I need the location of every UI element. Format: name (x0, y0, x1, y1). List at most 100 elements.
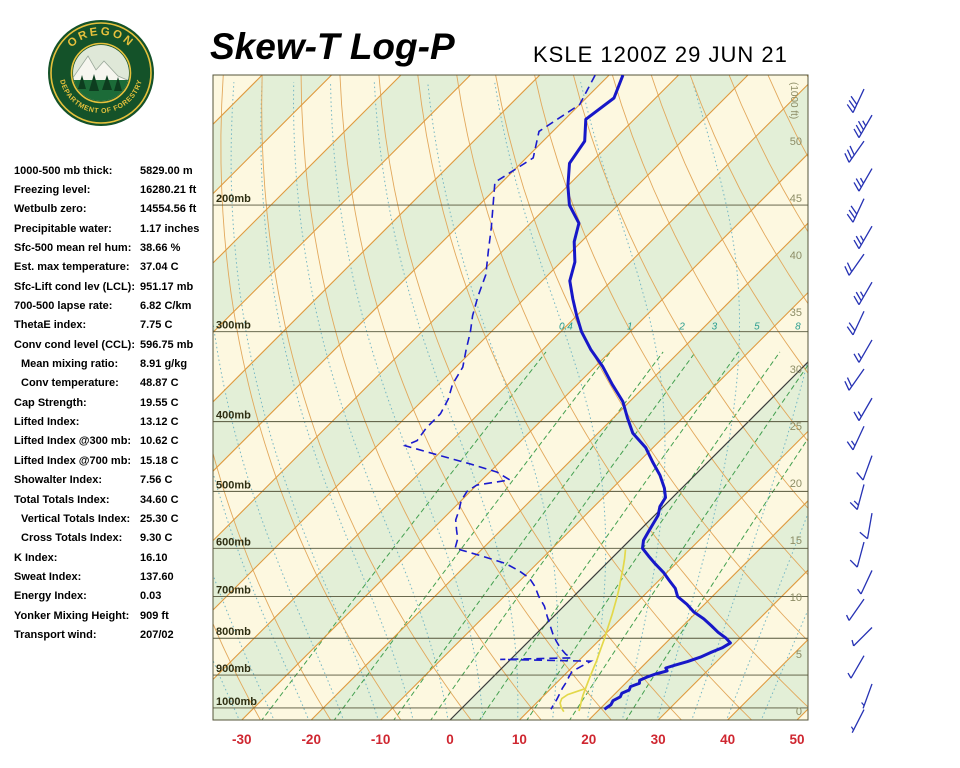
svg-text:800mb: 800mb (216, 626, 251, 638)
svg-text:25: 25 (790, 421, 802, 433)
index-value: 9.30 C (140, 532, 173, 545)
svg-text:5: 5 (754, 321, 760, 332)
index-row: Cross Totals Index: 9.30 C (14, 529, 214, 548)
index-value: 1.17 inches (140, 222, 200, 235)
index-row: Cap Strength: 19.55 C (14, 393, 214, 412)
index-label: Transport wind: (14, 628, 97, 641)
index-value: 5829.00 m (140, 164, 193, 177)
index-label: Lifted Index: (14, 416, 80, 429)
logo-mountain-scene (73, 45, 129, 101)
svg-text:30: 30 (790, 364, 802, 376)
svg-text:0: 0 (446, 732, 454, 747)
index-value: 14554.56 ft (140, 203, 197, 216)
index-label: Freezing level: (14, 184, 91, 197)
indices-panel: 1000-500 mb thick: 5829.00 m Freezing leve… (14, 161, 214, 645)
index-label: Est. max temperature: (14, 261, 130, 274)
station-datetime: KSLE 1200Z 29 JUN 21 (533, 42, 788, 67)
index-row: 1000-500 mb thick: 5829.00 m (14, 161, 214, 180)
sounding-curves (402, 75, 732, 713)
svg-text:0: 0 (796, 706, 802, 718)
index-label: Energy Index: (14, 590, 87, 603)
index-row: Mean mixing ratio: 8.91 g/kg (14, 354, 214, 373)
svg-text:600mb: 600mb (216, 536, 251, 548)
index-value: 25.30 C (140, 512, 179, 525)
svg-text:35: 35 (790, 307, 802, 319)
svg-text:500mb: 500mb (216, 479, 251, 491)
temperature-curve (566, 75, 732, 711)
index-label: Sfc-500 mean rel hum: (14, 242, 132, 255)
index-value: 10.62 C (140, 435, 179, 448)
svg-text:30: 30 (651, 732, 666, 747)
index-row: Lifted Index @700 mb: 15.18 C (14, 451, 214, 470)
svg-text:50: 50 (790, 136, 802, 148)
index-row: Conv cond level (CCL): 596.75 mb (14, 335, 214, 354)
index-row: Sfc-500 mean rel hum: 38.66 % (14, 238, 214, 257)
index-label: Sfc-Lift cond lev (LCL): (14, 280, 135, 293)
index-row: 700-500 lapse rate: 6.82 C/km (14, 296, 214, 315)
index-value: 7.75 C (140, 319, 173, 332)
index-label: Cap Strength: (14, 396, 87, 409)
index-value: 909 ft (140, 609, 169, 622)
index-value: 15.18 C (140, 454, 179, 467)
index-row: Conv temperature: 48.87 C (14, 374, 214, 393)
index-row: Freezing level: 16280.21 ft (14, 180, 214, 199)
svg-text:-20: -20 (301, 732, 321, 747)
index-value: 16.10 (140, 551, 168, 564)
index-value: 951.17 mb (140, 280, 194, 293)
parcel-curve (578, 549, 627, 712)
index-value: 16280.21 ft (140, 184, 197, 197)
pressure-axis-labels: 200mb 300mb 400mb 500mb 600mb 700mb 800mb 900mb… (216, 193, 257, 708)
index-label: Cross Totals Index: (21, 532, 123, 545)
svg-text:40: 40 (720, 732, 735, 747)
svg-text:-30: -30 (232, 732, 252, 747)
svg-text:3: 3 (712, 321, 718, 332)
dewpoint-curve (402, 75, 596, 710)
pressure-lines (213, 204, 808, 709)
wind-barb-column (844, 88, 873, 733)
index-row: Lifted Index: 13.12 C (14, 412, 214, 431)
svg-text:20: 20 (790, 478, 802, 490)
index-value: 48.87 C (140, 377, 179, 390)
svg-text:200mb: 200mb (216, 193, 251, 205)
index-value: 0.03 (140, 590, 162, 603)
index-label: Showalter Index: (14, 474, 103, 487)
index-value: 19.55 C (140, 396, 179, 409)
temp-axis-labels: -30 -20 -10 0 10 20 30 40 50 (232, 732, 804, 747)
index-row: Sweat Index: 137.60 (14, 567, 214, 586)
index-value: 38.66 % (140, 242, 181, 255)
index-label: K Index: (14, 551, 58, 564)
index-label: Lifted Index @300 mb: (14, 435, 132, 448)
svg-text:8: 8 (795, 321, 801, 332)
svg-text:40: 40 (790, 250, 802, 262)
index-label: Mean mixing ratio: (21, 358, 119, 371)
index-label: Precipitable water: (14, 222, 112, 235)
index-row: Wetbulb zero: 14554.56 ft (14, 200, 214, 219)
index-row: Sfc-Lift cond lev (LCL): 951.17 mb (14, 277, 214, 296)
index-value: 7.56 C (140, 474, 173, 487)
index-value: 8.91 g/kg (140, 358, 188, 371)
svg-text:10: 10 (512, 732, 527, 747)
index-value: 34.60 C (140, 493, 179, 506)
index-label: 700-500 lapse rate: (14, 300, 113, 313)
svg-text:700mb: 700mb (216, 585, 251, 597)
mixing-ratio-lines (261, 351, 808, 720)
index-value: 6.82 C/km (140, 300, 192, 313)
odf-logo-emblem: OREGON DEPARTMENT OF FORESTRY (48, 20, 154, 126)
index-label: Vertical Totals Index: (21, 512, 131, 525)
svg-text:45: 45 (790, 193, 802, 205)
index-row: Precipitable water: 1.17 inches (14, 219, 214, 238)
index-value: 207/02 (140, 628, 174, 641)
index-value: 596.75 mb (140, 338, 194, 351)
index-row: Est. max temperature: 37.04 C (14, 258, 214, 277)
index-row: Total Totals Index: 34.60 C (14, 490, 214, 509)
index-label: 1000-500 mb thick: (14, 164, 113, 177)
index-row: Transport wind: 207/02 (14, 625, 214, 644)
svg-text:-10: -10 (371, 732, 391, 747)
index-row: Showalter Index: 7.56 C (14, 471, 214, 490)
index-label: ThetaE index: (14, 319, 87, 332)
svg-text:900mb: 900mb (216, 663, 251, 675)
svg-text:20: 20 (581, 732, 596, 747)
index-label: Sweat Index: (14, 570, 82, 583)
